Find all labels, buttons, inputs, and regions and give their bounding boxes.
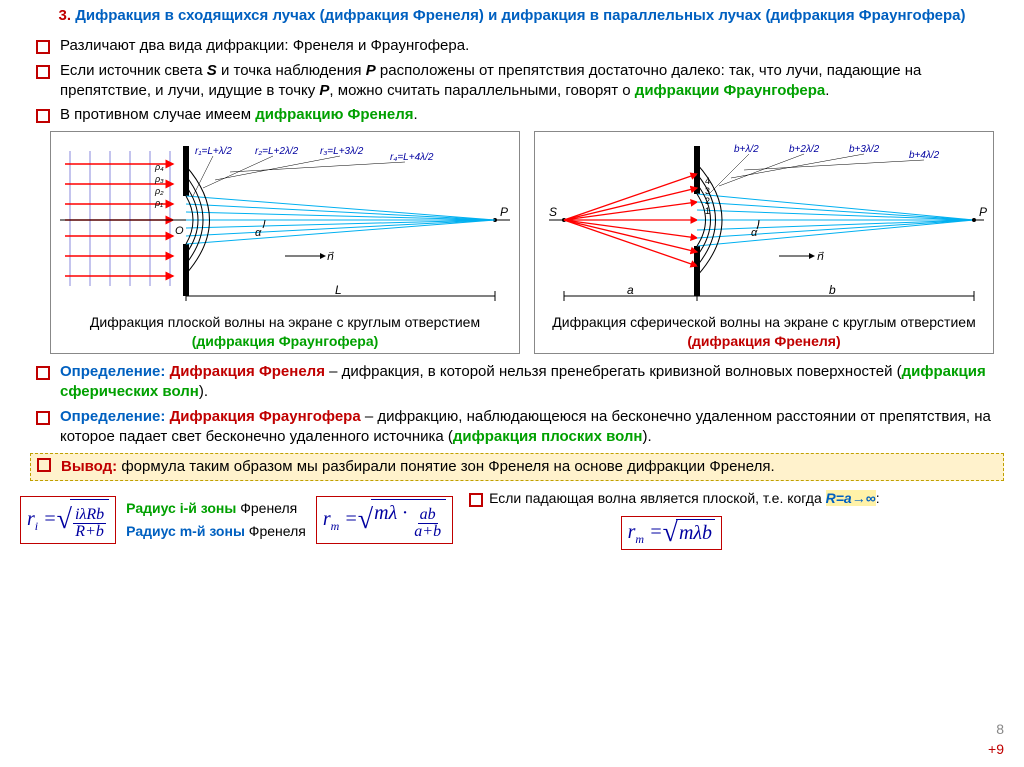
plane-wave-text: Если падающая волна является плоской, т.…: [463, 489, 880, 508]
svg-text:ρ₁: ρ₁: [154, 198, 163, 208]
svg-text:r₃=L+3λ/2: r₃=L+3λ/2: [320, 146, 364, 157]
svg-text:n⃗: n⃗: [327, 251, 334, 263]
label-P: P: [500, 205, 508, 219]
svg-text:r₄=L+4λ/2: r₄=L+4λ/2: [390, 152, 434, 163]
caption-right: Дифракция сферической волны на экране с …: [539, 313, 989, 351]
formula-rm-plane: rm = √mλb: [621, 516, 722, 550]
r-labels: r₁=L+λ/2 r₂=L+2λ/2 r₃=L+3λ/2 r₄=L+4λ/2: [195, 146, 434, 163]
conclusion-list: Вывод: формула таким образом мы разбирал…: [20, 453, 1004, 481]
svg-text:a: a: [627, 283, 634, 297]
rho-labels: ρ₄ ρ₃ ρ₂ ρ₁: [154, 162, 164, 208]
diagram-row: O P r₁=L+λ/2 r₂=L+2λ/2 r₃=L+3λ/2 r₄=L+4λ/2: [50, 131, 1004, 354]
label-O: O: [175, 225, 184, 237]
formula-rm-sphere: rm = √ mλ · aba+b: [316, 496, 453, 545]
svg-text:r₂=L+2λ/2: r₂=L+2λ/2: [255, 146, 299, 157]
definitions-list: Определение: Дифракция Френеля – дифракц…: [20, 362, 1004, 447]
title-text: Дифракция в сходящихся лучах (дифракция …: [75, 7, 965, 24]
page-number: 8: [996, 720, 1004, 739]
label-P2: P: [979, 205, 987, 219]
diagram-fresnel: S P: [534, 131, 994, 354]
label-S: S: [549, 205, 557, 219]
title-number: 3.: [59, 7, 72, 24]
svg-text:ρ₃: ρ₃: [154, 174, 164, 184]
section-title: 3. Дифракция в сходящихся лучах (дифракц…: [20, 6, 1004, 26]
svg-text:b+λ/2: b+λ/2: [734, 144, 759, 155]
b-labels: b+λ/2 b+2λ/2 b+3λ/2 b+4λ/2: [734, 144, 940, 161]
formula-row: ri = √ iλRbR+b Радиус i-й зоны Френеля Р…: [20, 489, 1004, 550]
svg-text:r₁=L+λ/2: r₁=L+λ/2: [195, 146, 232, 157]
label-L: L: [335, 283, 342, 297]
diagram-fraunhofer: O P r₁=L+λ/2 r₂=L+2λ/2 r₃=L+3λ/2 r₄=L+4λ/2: [50, 131, 520, 354]
bullet-1: Различают два вида дифракции: Френеля и …: [30, 36, 1004, 56]
plane-wave-block: Если падающая волна является плоской, т.…: [463, 489, 880, 550]
svg-text:b+3λ/2: b+3λ/2: [849, 144, 880, 155]
svg-text:α: α: [255, 227, 262, 239]
definition-fresnel: Определение: Дифракция Френеля – дифракц…: [30, 362, 1004, 403]
conclusion: Вывод: формула таким образом мы разбирал…: [30, 453, 1004, 481]
svg-text:ρ₂: ρ₂: [154, 186, 164, 196]
svg-text:n⃗: n⃗: [817, 251, 824, 263]
plus-nine: +9: [988, 740, 1004, 759]
formula-ri: ri = √ iλRbR+b: [20, 496, 116, 545]
top-bullets: Различают два вида дифракции: Френеля и …: [20, 36, 1004, 125]
svg-text:b+2λ/2: b+2λ/2: [789, 144, 820, 155]
definition-fraunhofer: Определение: Дифракция Фраунгофера – диф…: [30, 407, 1004, 448]
svg-text:α: α: [751, 227, 758, 239]
radius-labels: Радиус i-й зоны Френеля Радиус m-й зоны …: [126, 499, 306, 541]
bullet-2: Если источник света S и точка наблюдения…: [30, 61, 1004, 102]
caption-left: Дифракция плоской волны на экране с круг…: [55, 313, 515, 351]
bullet-3: В противном случае имеем дифракцию Френе…: [30, 105, 1004, 125]
svg-text:b: b: [829, 283, 836, 297]
svg-text:ρ₄: ρ₄: [154, 162, 164, 172]
svg-text:b+4λ/2: b+4λ/2: [909, 150, 940, 161]
